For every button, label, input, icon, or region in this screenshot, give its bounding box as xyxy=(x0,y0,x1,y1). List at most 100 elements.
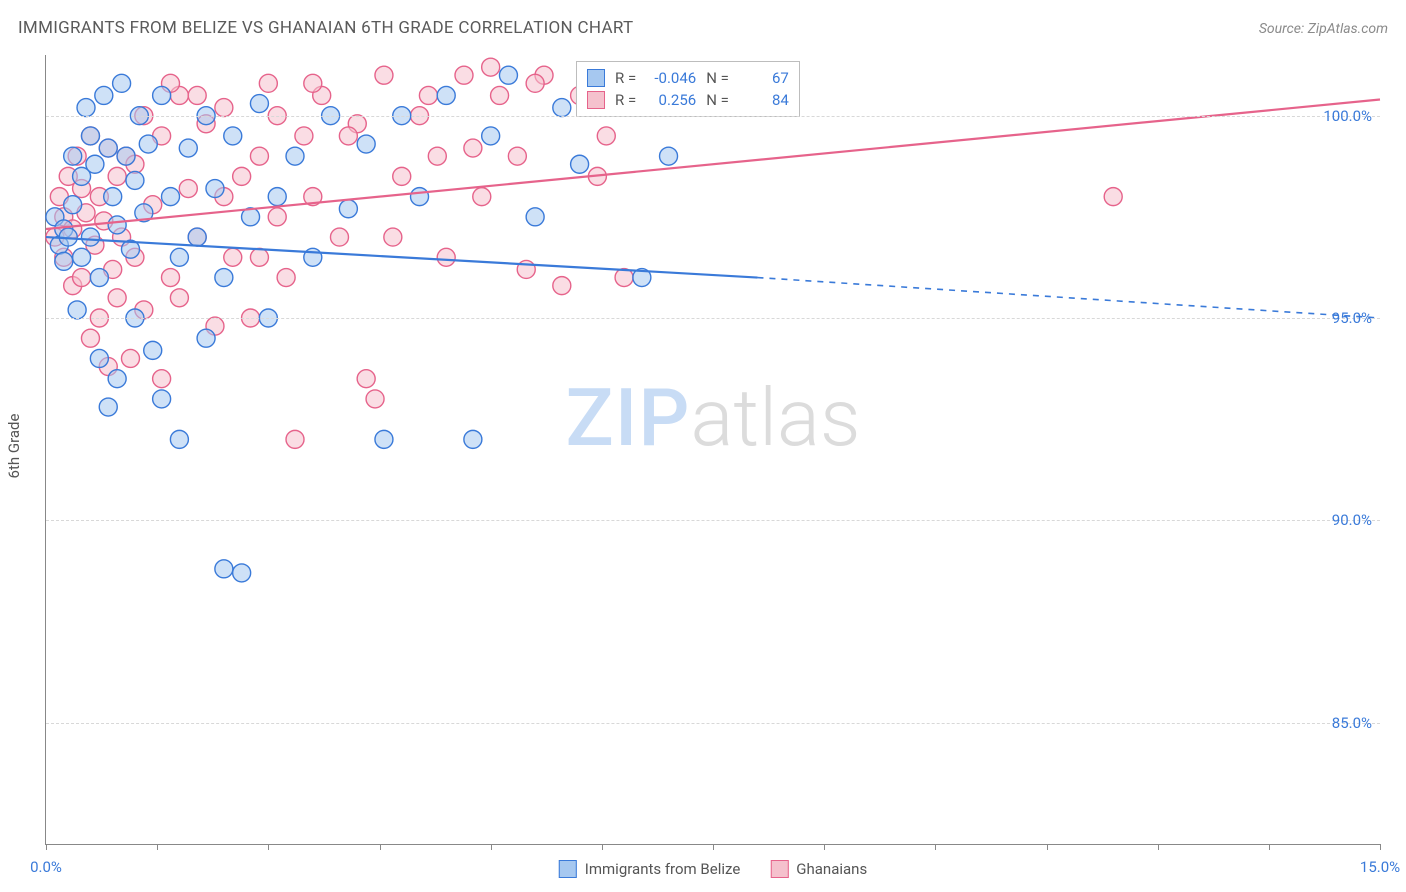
scatter-point-belize xyxy=(73,248,91,266)
scatter-point-belize xyxy=(144,341,162,359)
scatter-point-belize xyxy=(339,200,357,218)
x-tick-label: 0.0% xyxy=(30,858,62,876)
x-tick xyxy=(268,844,269,850)
scatter-point-ghanaians xyxy=(526,74,544,92)
x-axis-legend: Immigrants from Belize Ghanaians xyxy=(559,860,867,878)
scatter-point-ghanaians xyxy=(437,248,455,266)
scatter-point-belize xyxy=(90,349,108,367)
x-tick xyxy=(1269,844,1270,850)
scatter-point-belize xyxy=(64,147,82,165)
scatter-point-ghanaians xyxy=(597,127,615,145)
legend-item-ghanaians: Ghanaians xyxy=(770,860,867,878)
n-label: N = xyxy=(706,67,729,89)
y-axis-label: 6th Grade xyxy=(5,414,23,479)
scatter-point-belize xyxy=(77,99,95,117)
scatter-point-belize xyxy=(95,86,113,104)
scatter-point-ghanaians xyxy=(455,66,473,84)
scatter-point-ghanaians xyxy=(295,127,313,145)
scatter-point-ghanaians xyxy=(73,269,91,287)
scatter-point-belize xyxy=(139,135,157,153)
r-value-belize: -0.046 xyxy=(646,67,696,89)
r-label: R = xyxy=(615,67,636,89)
legend-label-ghanaians: Ghanaians xyxy=(796,860,867,878)
scatter-point-ghanaians xyxy=(508,147,526,165)
gridline-h xyxy=(46,520,1380,521)
y-tick-label: 95.0% xyxy=(1332,309,1372,327)
scatter-point-belize xyxy=(526,208,544,226)
scatter-point-belize xyxy=(126,171,144,189)
scatter-point-belize xyxy=(197,329,215,347)
x-tick-label: 15.0% xyxy=(1360,858,1400,876)
legend-swatch-ghanaians xyxy=(770,860,788,878)
scatter-point-belize xyxy=(55,252,73,270)
scatter-point-belize xyxy=(482,127,500,145)
scatter-point-ghanaians xyxy=(250,147,268,165)
scatter-point-ghanaians xyxy=(259,74,277,92)
scatter-point-belize xyxy=(81,228,99,246)
scatter-point-belize xyxy=(104,188,122,206)
scatter-point-ghanaians xyxy=(357,370,375,388)
regression-line-belize xyxy=(46,237,757,277)
scatter-point-ghanaians xyxy=(464,139,482,157)
scatter-point-ghanaians xyxy=(491,86,509,104)
swatch-belize xyxy=(587,69,605,87)
scatter-point-ghanaians xyxy=(553,277,571,295)
legend-label-belize: Immigrants from Belize xyxy=(585,860,741,878)
scatter-point-ghanaians xyxy=(162,269,180,287)
y-tick-label: 100.0% xyxy=(1323,107,1372,125)
scatter-point-belize xyxy=(250,95,268,113)
scatter-point-belize xyxy=(179,139,197,157)
scatter-point-belize xyxy=(113,74,131,92)
x-tick xyxy=(713,844,714,850)
stats-row-belize: R = -0.046 N = 67 xyxy=(587,67,789,89)
gridline-h xyxy=(46,723,1380,724)
scatter-point-belize xyxy=(108,216,126,234)
x-tick xyxy=(1047,844,1048,850)
scatter-point-belize xyxy=(375,430,393,448)
scatter-point-belize xyxy=(86,155,104,173)
scatter-point-ghanaians xyxy=(179,180,197,198)
scatter-point-belize xyxy=(660,147,678,165)
scatter-point-ghanaians xyxy=(330,228,348,246)
gridline-h xyxy=(46,318,1380,319)
y-tick-label: 85.0% xyxy=(1332,714,1372,732)
scatter-point-ghanaians xyxy=(428,147,446,165)
r-value-ghanaians: 0.256 xyxy=(646,89,696,111)
scatter-point-ghanaians xyxy=(304,74,322,92)
scatter-point-belize xyxy=(188,228,206,246)
scatter-point-ghanaians xyxy=(268,208,286,226)
scatter-point-belize xyxy=(286,147,304,165)
scatter-point-belize xyxy=(153,86,171,104)
chart-svg xyxy=(46,55,1380,844)
gridline-h xyxy=(46,116,1380,117)
x-tick xyxy=(1158,844,1159,850)
scatter-point-belize xyxy=(64,196,82,214)
regression-line-belize-dashed xyxy=(757,278,1380,318)
scatter-point-belize xyxy=(170,430,188,448)
scatter-point-belize xyxy=(215,269,233,287)
regression-line-ghanaians xyxy=(46,100,1380,229)
scatter-point-belize xyxy=(90,269,108,287)
scatter-point-ghanaians xyxy=(224,248,242,266)
scatter-point-belize xyxy=(206,180,224,198)
scatter-point-belize xyxy=(108,370,126,388)
scatter-point-belize xyxy=(499,66,517,84)
scatter-point-belize xyxy=(224,127,242,145)
scatter-point-ghanaians xyxy=(108,167,126,185)
scatter-point-ghanaians xyxy=(153,370,171,388)
scatter-point-belize xyxy=(437,86,455,104)
x-tick xyxy=(380,844,381,850)
scatter-point-ghanaians xyxy=(1104,188,1122,206)
x-tick xyxy=(824,844,825,850)
legend-item-belize: Immigrants from Belize xyxy=(559,860,741,878)
scatter-point-belize xyxy=(233,564,251,582)
scatter-point-belize xyxy=(162,188,180,206)
x-tick xyxy=(491,844,492,850)
scatter-point-ghanaians xyxy=(121,349,139,367)
scatter-point-belize xyxy=(215,560,233,578)
source-credit: Source: ZipAtlas.com xyxy=(1259,21,1388,37)
swatch-ghanaians xyxy=(587,91,605,109)
n-value-belize: 67 xyxy=(739,67,789,89)
r-label: R = xyxy=(615,89,636,111)
scatter-point-ghanaians xyxy=(277,269,295,287)
